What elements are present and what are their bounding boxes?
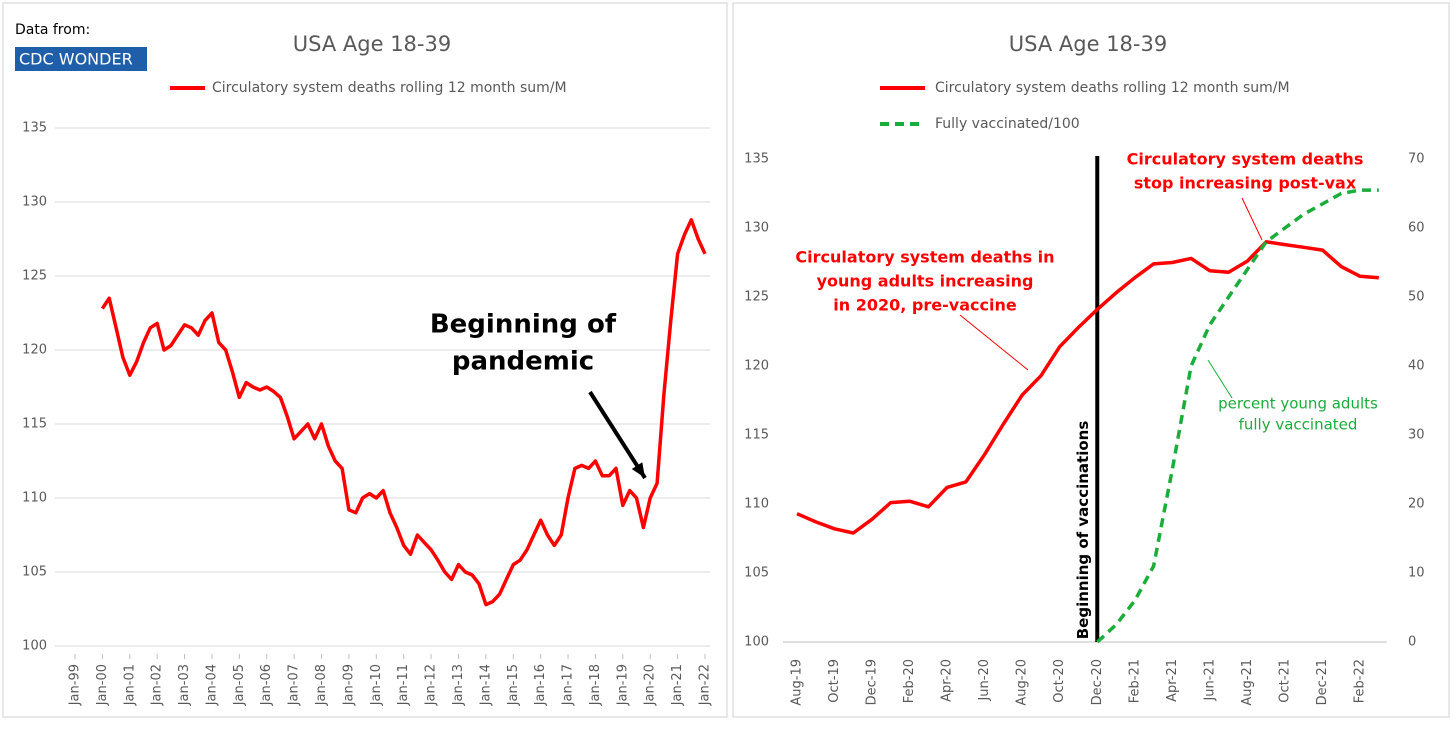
legend-label: Fully vaccinated/100 xyxy=(935,116,1080,132)
x-tick-label: Apr-21 xyxy=(1165,659,1180,702)
y-tick-label: 100 xyxy=(744,635,769,650)
x-tick-label: Feb-22 xyxy=(1353,659,1368,703)
y2-tick-label: 60 xyxy=(1408,221,1425,236)
source-label: Data from: xyxy=(15,22,90,38)
x-tick-label: Jan-08 xyxy=(314,664,329,706)
y-tick-label: 125 xyxy=(22,269,47,284)
chart-title: USA Age 18-39 xyxy=(293,32,451,56)
x-tick-label: Jan-01 xyxy=(122,664,137,706)
annotation: stop increasing post-vax xyxy=(1134,174,1357,193)
y-tick-label: 115 xyxy=(744,428,769,443)
x-tick-label: Oct-20 xyxy=(1052,659,1067,703)
x-tick-label: Jan-16 xyxy=(533,664,548,706)
x-tick-label: Jan-17 xyxy=(561,664,576,706)
x-tick-label: Jan-13 xyxy=(451,664,466,706)
series-line xyxy=(1096,188,1379,644)
arrow-head xyxy=(631,462,645,478)
x-tick-label: Jan-09 xyxy=(341,664,356,706)
x-tick-label: Apr-20 xyxy=(940,659,955,702)
x-tick-label: Jan-02 xyxy=(150,664,165,706)
x-tick-label: Jan-11 xyxy=(396,664,411,706)
y2-tick-label: 10 xyxy=(1408,566,1425,581)
annotation: in 2020, pre-vaccine xyxy=(833,296,1017,315)
x-tick-label: Aug-21 xyxy=(1240,659,1255,706)
x-tick-label: Jan-20 xyxy=(643,664,658,706)
x-tick-label: Jan-04 xyxy=(204,664,219,706)
annotation-pointer xyxy=(1241,197,1263,241)
x-tick-label: Feb-21 xyxy=(1127,659,1142,703)
x-tick-label: Jan-22 xyxy=(698,664,713,706)
y-tick-label: 135 xyxy=(22,121,47,136)
source: CDC WONDER xyxy=(19,50,133,69)
x-tick-label: Jan-05 xyxy=(232,664,247,706)
y2-tick-label: 30 xyxy=(1408,428,1425,443)
x-tick-label: Jan-18 xyxy=(588,664,603,706)
panel-frame xyxy=(2,2,728,718)
x-tick-label: Dec-21 xyxy=(1315,659,1330,705)
x-tick-label: Dec-20 xyxy=(1090,659,1105,705)
y-tick-label: 130 xyxy=(22,195,47,210)
x-tick-label: Jan-06 xyxy=(259,664,274,706)
annotation: pandemic xyxy=(452,347,594,377)
x-tick-label: Jan-99 xyxy=(68,664,83,706)
y-tick-label: 120 xyxy=(744,359,769,374)
y-tick-label: 135 xyxy=(744,152,769,167)
panel-frame xyxy=(732,2,1450,718)
y2-tick-label: 70 xyxy=(1408,152,1425,167)
y-tick-label: 120 xyxy=(22,343,47,358)
x-tick-label: Jan-19 xyxy=(615,664,630,706)
x-tick-label: Jun-20 xyxy=(977,659,992,702)
y-tick-label: 130 xyxy=(744,221,769,236)
annotation: fully vaccinated xyxy=(1239,416,1358,434)
legend-label: Circulatory system deaths rolling 12 mon… xyxy=(935,80,1290,96)
x-tick-label: Jun-21 xyxy=(1202,659,1217,702)
y-tick-label: 125 xyxy=(744,290,769,305)
x-tick-label: Aug-20 xyxy=(1015,659,1030,706)
y-tick-label: 110 xyxy=(22,491,47,506)
y-tick-label: 105 xyxy=(22,565,47,580)
series-line xyxy=(100,218,707,607)
annotation-pointer xyxy=(588,390,647,480)
annotation: Circulatory system deaths xyxy=(1127,150,1364,169)
x-tick-label: Oct-19 xyxy=(827,659,842,703)
annotation: Circulatory system deaths in xyxy=(795,248,1054,267)
y-tick-label: 110 xyxy=(744,497,769,512)
source-badge xyxy=(15,47,147,71)
x-tick-label: Aug-19 xyxy=(790,659,805,706)
x-tick-label: Oct-21 xyxy=(1277,659,1292,703)
vline-label: Beginning of vaccinations xyxy=(1074,421,1092,640)
y-tick-label: 100 xyxy=(22,639,47,654)
y-tick-label: 115 xyxy=(22,417,47,432)
y2-tick-label: 40 xyxy=(1408,359,1425,374)
x-tick-label: Jan-10 xyxy=(369,664,384,706)
legend-label: Circulatory system deaths rolling 12 mon… xyxy=(212,80,567,96)
annotation: Beginning of xyxy=(430,310,617,340)
chart-title: USA Age 18-39 xyxy=(1009,32,1167,56)
x-tick-label: Jan-14 xyxy=(478,664,493,706)
y-tick-label: 105 xyxy=(744,566,769,581)
x-tick-label: Jan-21 xyxy=(670,664,685,706)
y2-tick-label: 0 xyxy=(1408,635,1416,650)
x-tick-label: Jan-15 xyxy=(506,664,521,706)
y2-tick-label: 20 xyxy=(1408,497,1425,512)
annotation-pointer xyxy=(959,314,1029,371)
series-line xyxy=(796,240,1379,535)
x-tick-label: Feb-20 xyxy=(902,659,917,703)
x-tick-label: Dec-19 xyxy=(865,659,880,705)
annotation: young adults increasing xyxy=(817,272,1034,291)
annotation: percent young adults xyxy=(1218,395,1378,413)
annotation-pointer xyxy=(1207,359,1233,399)
x-tick-label: Jan-07 xyxy=(287,664,302,706)
x-tick-label: Jan-00 xyxy=(95,664,110,706)
x-tick-label: Jan-12 xyxy=(424,664,439,706)
x-tick-label: Jan-03 xyxy=(177,664,192,706)
y2-tick-label: 50 xyxy=(1408,290,1425,305)
